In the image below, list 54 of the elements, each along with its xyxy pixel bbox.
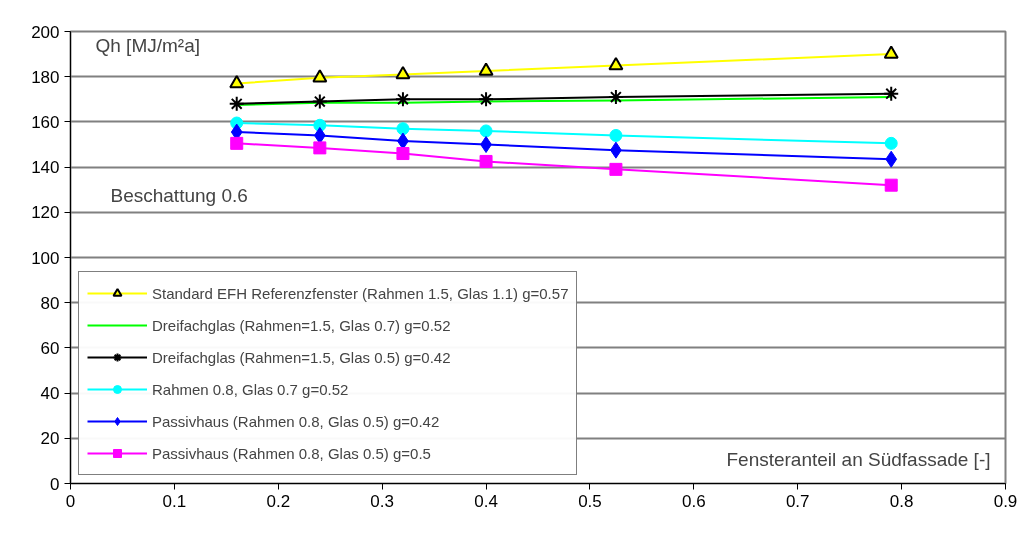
- point: [607, 89, 624, 106]
- point: [396, 122, 410, 136]
- y-tick-label: 60: [40, 338, 60, 358]
- x-tick-label: 0.9: [993, 491, 1018, 511]
- legend-label: Dreifachglas (Rahmen=1.5, Glas 0.5) g=0.42: [152, 347, 451, 368]
- y-tick-label: 80: [40, 293, 60, 313]
- y-tick-label: 20: [40, 429, 60, 449]
- point: [883, 85, 900, 102]
- legend-label: Dreifachglas (Rahmen=1.5, Glas 0.7) g=0.52: [152, 315, 451, 336]
- legend-label: Standard EFH Referenzfenster (Rahmen 1.5, Glas 1.1) g=0.57: [152, 283, 569, 304]
- x-tick-label: 0: [65, 491, 76, 511]
- x-axis-title: Fensteranteil an Südfassade [-]: [726, 449, 991, 470]
- point: [230, 136, 244, 150]
- point: [313, 141, 327, 155]
- x-tick-label: 0.4: [474, 491, 498, 511]
- legend-label: Rahmen 0.8, Glas 0.7 g=0.52: [152, 379, 349, 400]
- y-tick-label: 180: [31, 67, 60, 87]
- x-tick-label: 0.3: [370, 491, 394, 511]
- y-tick-label: 40: [40, 384, 60, 404]
- y-axis-title: Qh [MJ/m²a]: [95, 35, 201, 56]
- point: [884, 136, 898, 150]
- point: [479, 154, 493, 168]
- point: [479, 124, 493, 138]
- point: [395, 65, 411, 80]
- point: [885, 150, 898, 168]
- y-tick-label: 120: [31, 203, 60, 223]
- point: [394, 91, 411, 108]
- point: [311, 93, 328, 110]
- x-tick-label: 0.2: [266, 491, 291, 511]
- annotation: Beschattung 0.6: [110, 185, 248, 206]
- point: [883, 45, 899, 59]
- x-tick-label: 0.7: [785, 491, 810, 511]
- y-tick-label: 140: [31, 158, 60, 178]
- point: [609, 128, 623, 142]
- y-tick-label: 0: [50, 474, 60, 494]
- y-tick-label: 160: [31, 112, 60, 132]
- point: [480, 136, 492, 153]
- legend-label: Passivhaus (Rahmen 0.8, Glas 0.5) g=0.42: [152, 411, 440, 432]
- point: [478, 91, 495, 108]
- x-tick-label: 0.6: [682, 491, 706, 511]
- point: [608, 56, 624, 71]
- point: [228, 95, 245, 112]
- point: [609, 162, 623, 176]
- x-tick-label: 0.1: [162, 491, 187, 511]
- point: [478, 62, 494, 76]
- point: [229, 74, 245, 89]
- y-tick-label: 200: [31, 22, 60, 42]
- point: [396, 147, 410, 161]
- point: [884, 178, 898, 192]
- x-tick-label: 0.5: [578, 491, 602, 511]
- legend-label: Passivhaus (Rahmen 0.8, Glas 0.5) g=0.5: [152, 443, 431, 464]
- y-tick-label: 100: [31, 248, 60, 268]
- x-tick-label: 0.8: [889, 491, 914, 511]
- point: [312, 69, 328, 83]
